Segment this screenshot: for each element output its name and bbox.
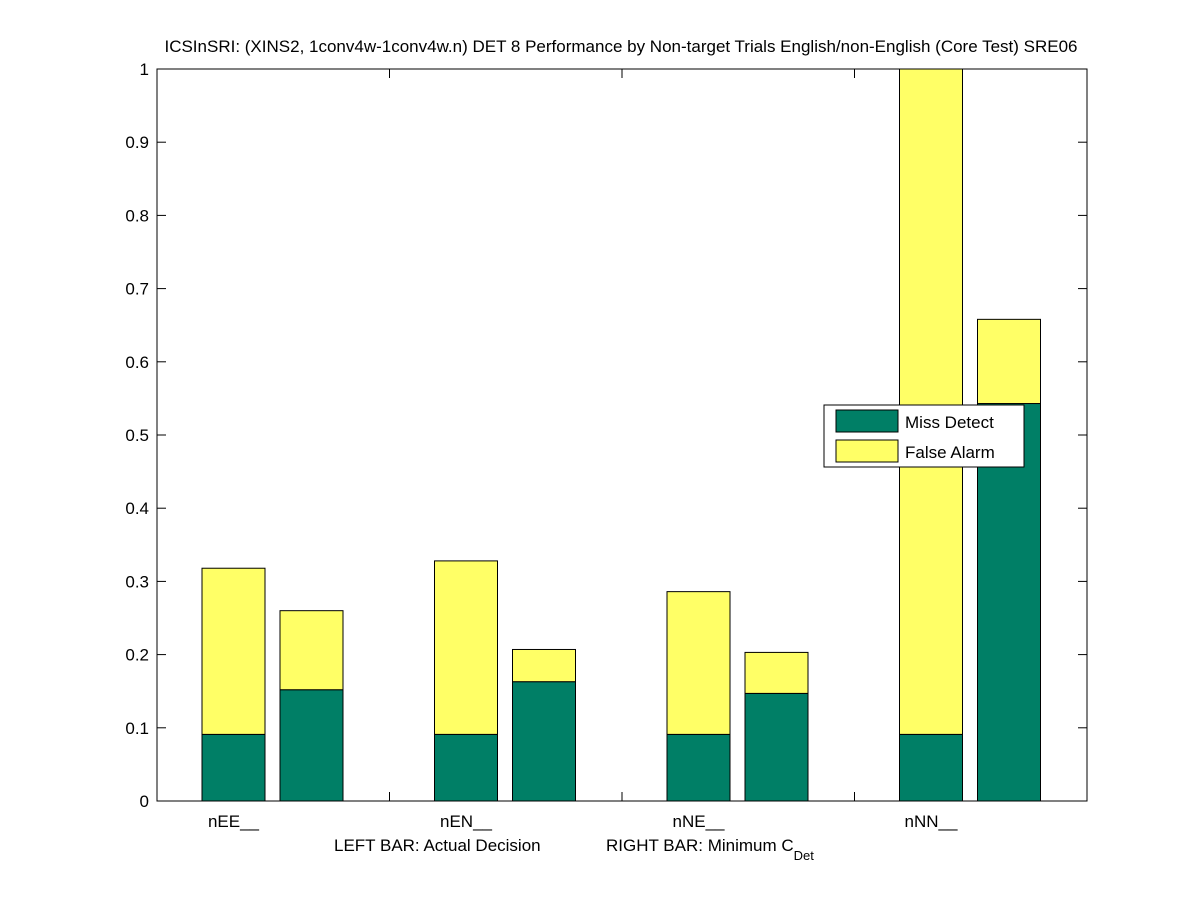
x-axis-label: LEFT BAR: Actual Decision RIGHT BAR: Min… [334,836,814,863]
chart-title: ICSInSRI: (XINS2, 1conv4w-1conv4w.n) DET… [164,37,1077,56]
x-tick-label: nEN__ [440,812,493,831]
legend: Miss Detect False Alarm [823,404,1025,468]
x-label-right-sub: Det [794,848,815,863]
y-tick-label: 0 [140,792,149,811]
x-tick-label: nNE__ [673,812,726,831]
bar-nEE-actual-miss-detect [201,733,266,802]
legend-swatch-miss-detect [835,409,899,433]
y-tick-label: 0.9 [125,133,149,152]
y-tick-label: 0.1 [125,719,149,738]
x-label-right-main: RIGHT BAR: Minimum C [606,836,794,855]
y-tick-label: 0.6 [125,353,149,372]
bar-nNN-actual-false-alarm [899,68,963,735]
bar-nNE-mincdet-miss-detect [744,692,809,802]
bar-nNN-mincdet-miss-detect [977,403,1041,802]
y-tick-label: 0.2 [125,646,149,665]
legend-swatch-false-alarm [835,439,899,463]
bar-nEN-actual-miss-detect [434,733,498,802]
bar-nEE-mincdet-miss-detect [279,689,344,802]
bar-nNN-mincdet-false-alarm [977,318,1041,405]
legend-label-miss-detect: Miss Detect [905,413,994,432]
bars-group [201,68,1041,802]
bar-nNE-actual-false-alarm [666,591,731,735]
x-axis: nEE__ nEN__ nNE__ nNN__ [208,69,958,831]
y-tick-label: 1 [140,60,149,79]
y-axis: 0 0.1 0.2 0.3 0.4 0.5 0.6 0.7 0.8 0.9 1 [125,60,1087,811]
y-tick-label: 0.8 [125,206,149,225]
y-tick-label: 0.5 [125,426,149,445]
legend-label-false-alarm: False Alarm [905,443,995,462]
y-tick-label: 0.3 [125,572,149,591]
bar-nEN-actual-false-alarm [434,560,498,735]
y-tick-label: 0.4 [125,499,149,518]
bar-nEE-actual-false-alarm [201,567,266,735]
bar-nNE-actual-miss-detect [666,733,731,802]
bar-nEN-mincdet-false-alarm [512,648,576,683]
bar-nNN-actual-miss-detect [899,733,963,802]
bar-nEE-mincdet-false-alarm [279,610,344,691]
x-tick-label: nNN__ [905,812,958,831]
x-label-right: RIGHT BAR: Minimum CDet [606,836,814,863]
bar-nEN-mincdet-miss-detect [512,681,576,802]
x-label-left: LEFT BAR: Actual Decision [334,836,541,855]
bar-nNE-mincdet-false-alarm [744,651,809,694]
x-tick-label: nEE__ [208,812,260,831]
y-tick-label: 0.7 [125,280,149,299]
